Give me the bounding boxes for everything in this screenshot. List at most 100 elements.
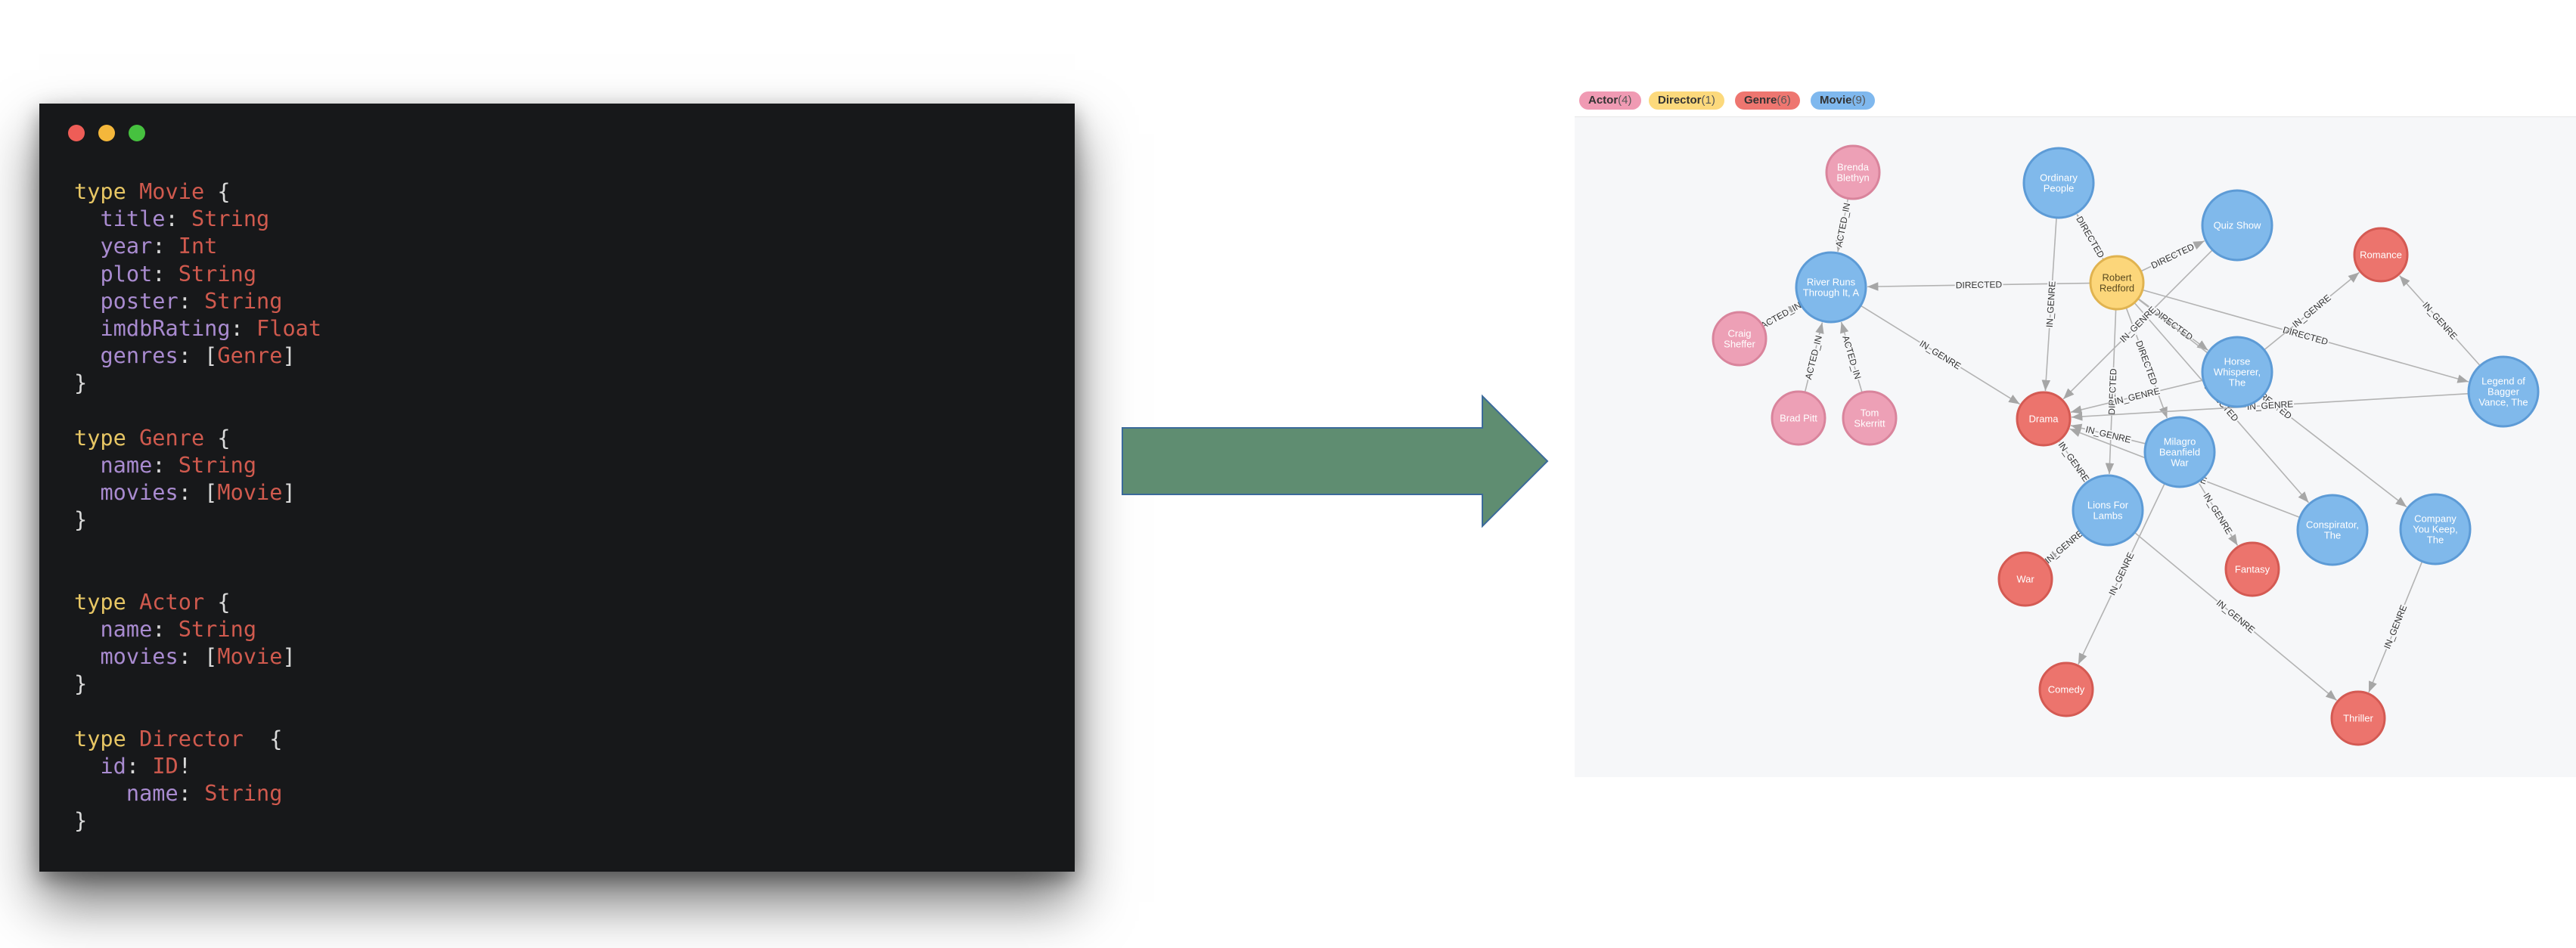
node-circle[interactable]	[2089, 255, 2145, 311]
node-circle[interactable]	[2330, 690, 2386, 746]
relationship-line[interactable]	[2399, 275, 2481, 367]
relationship-acted-in[interactable]: ACTED_IN	[1832, 198, 1854, 252]
node-circle[interactable]	[2296, 494, 2369, 566]
relationship-directed[interactable]: DIRECTED	[2105, 308, 2120, 475]
node-genre[interactable]: Fantasy	[2224, 541, 2280, 597]
legend-pill-movie[interactable]: Movie(9)	[1811, 91, 1875, 110]
node-circle[interactable]	[2016, 391, 2072, 447]
code-punct: !	[178, 752, 191, 779]
node-circle[interactable]	[2143, 416, 2216, 488]
node-movie[interactable]: Conspirator,The	[2296, 494, 2369, 566]
relationship-in-genre[interactable]: IN_GENRE	[2041, 217, 2059, 392]
node-genre[interactable]: War	[1997, 551, 2053, 607]
node-circle[interactable]	[1771, 390, 1826, 446]
relationship-line[interactable]	[2076, 214, 2105, 261]
relationship-acted-in[interactable]: ACTED_IN	[1839, 321, 1864, 393]
node-movie[interactable]: Quiz Show	[2201, 189, 2273, 262]
relationship-line[interactable]	[1840, 321, 1863, 393]
code-punct: :	[152, 233, 178, 259]
relationship-line[interactable]	[2142, 289, 2469, 383]
relationship-directed[interactable]: DIRECTED	[1867, 277, 2091, 292]
node-genre[interactable]: Comedy	[2038, 661, 2094, 717]
relationship-line[interactable]	[2070, 423, 2146, 445]
node-label: Thriller	[2343, 713, 2373, 724]
relationship-in-genre[interactable]: IN_GENRE	[2070, 380, 2204, 414]
node-circle[interactable]	[2399, 493, 2472, 565]
graph-view[interactable]: ACTED_IN ACTED_IN ACTED_IN ACTED_IN DIRECTED…	[1575, 85, 2576, 777]
node-circle[interactable]	[2467, 355, 2540, 428]
legend-pill-genre[interactable]: Genre(6)	[1735, 91, 1800, 110]
node-circle[interactable]	[2022, 147, 2095, 219]
legend-pill-actor[interactable]: Actor(4)	[1579, 91, 1641, 110]
relationship-line[interactable]	[2134, 531, 2338, 701]
relationship-line[interactable]	[1836, 198, 1849, 252]
relationship-line[interactable]	[2125, 307, 2168, 419]
relationship-line[interactable]	[2105, 308, 2117, 475]
relationship-line[interactable]	[2046, 531, 2082, 562]
node-circle[interactable]	[2038, 661, 2094, 717]
node-label: People	[2044, 183, 2074, 194]
relationship-in-genre[interactable]: IN_GENRE	[2041, 526, 2087, 567]
relationship-line[interactable]	[2137, 298, 2407, 508]
node-genre[interactable]: Drama	[2016, 391, 2072, 447]
node-label: Horse	[2224, 356, 2251, 367]
window-zoom-dot[interactable]	[129, 125, 145, 141]
node-actor[interactable]: Brad Pitt	[1771, 390, 1826, 446]
relationship-line[interactable]	[2071, 392, 2469, 421]
relationship-line[interactable]	[2140, 240, 2205, 272]
relationship-in-genre[interactable]: IN_GENRE	[2368, 561, 2423, 693]
relationship-in-genre[interactable]: IN_GENRE	[1860, 305, 2020, 405]
relationship-line[interactable]	[1762, 304, 1800, 327]
relationship-line[interactable]	[2070, 380, 2204, 414]
relationship-line[interactable]	[2059, 441, 2089, 482]
relationship-line[interactable]	[1804, 322, 1824, 393]
relationship-line[interactable]	[2264, 271, 2360, 351]
code-punct: {	[243, 725, 283, 751]
node-genre[interactable]: Thriller	[2330, 690, 2386, 746]
relationship-in-genre[interactable]: IN_GENRE	[2055, 438, 2093, 485]
node-circle[interactable]	[1795, 251, 1867, 324]
relationship-directed[interactable]: DIRECTED	[2072, 213, 2108, 262]
relationship-line[interactable]	[2197, 481, 2239, 546]
code-punct	[74, 288, 100, 314]
node-circle[interactable]	[2201, 189, 2273, 262]
window-close-dot[interactable]	[68, 125, 85, 141]
node-circle[interactable]	[1842, 390, 1898, 446]
relationship-in-genre[interactable]: IN_GENRE	[2399, 275, 2481, 367]
relationship-acted-in[interactable]: ACTED_IN	[1802, 322, 1826, 393]
node-circle[interactable]	[2201, 336, 2273, 408]
relationship-line[interactable]	[1867, 282, 2091, 291]
relationship-line[interactable]	[1860, 305, 2020, 405]
relationship-line[interactable]	[2041, 217, 2057, 392]
legend-pill-director[interactable]: Director(1)	[1649, 91, 1724, 110]
node-circle[interactable]	[1825, 144, 1881, 200]
relationship-label: DIRECTED	[2282, 324, 2329, 347]
relationship-acted-in[interactable]: ACTED_IN	[1758, 299, 1805, 333]
relationship-line[interactable]	[2137, 298, 2208, 352]
node-circle[interactable]	[2224, 541, 2280, 597]
relationship-in-genre[interactable]: IN_GENRE	[2070, 423, 2146, 447]
node-circle[interactable]	[1712, 311, 1768, 367]
node-circle[interactable]	[2072, 474, 2144, 547]
window-minimize-dot[interactable]	[98, 125, 115, 141]
node-circle[interactable]	[2353, 227, 2409, 283]
graph-canvas[interactable]: ACTED_IN ACTED_IN ACTED_IN ACTED_IN DIRECTED…	[1575, 85, 2576, 777]
relationship-line[interactable]	[2368, 561, 2423, 693]
relationship-label: DIRECTED	[1956, 279, 2003, 290]
node-genre[interactable]: Romance	[2353, 227, 2409, 283]
relationship-line[interactable]	[2078, 483, 2165, 665]
relationship-line[interactable]	[2062, 249, 2214, 400]
node-circle[interactable]	[1997, 551, 2053, 607]
